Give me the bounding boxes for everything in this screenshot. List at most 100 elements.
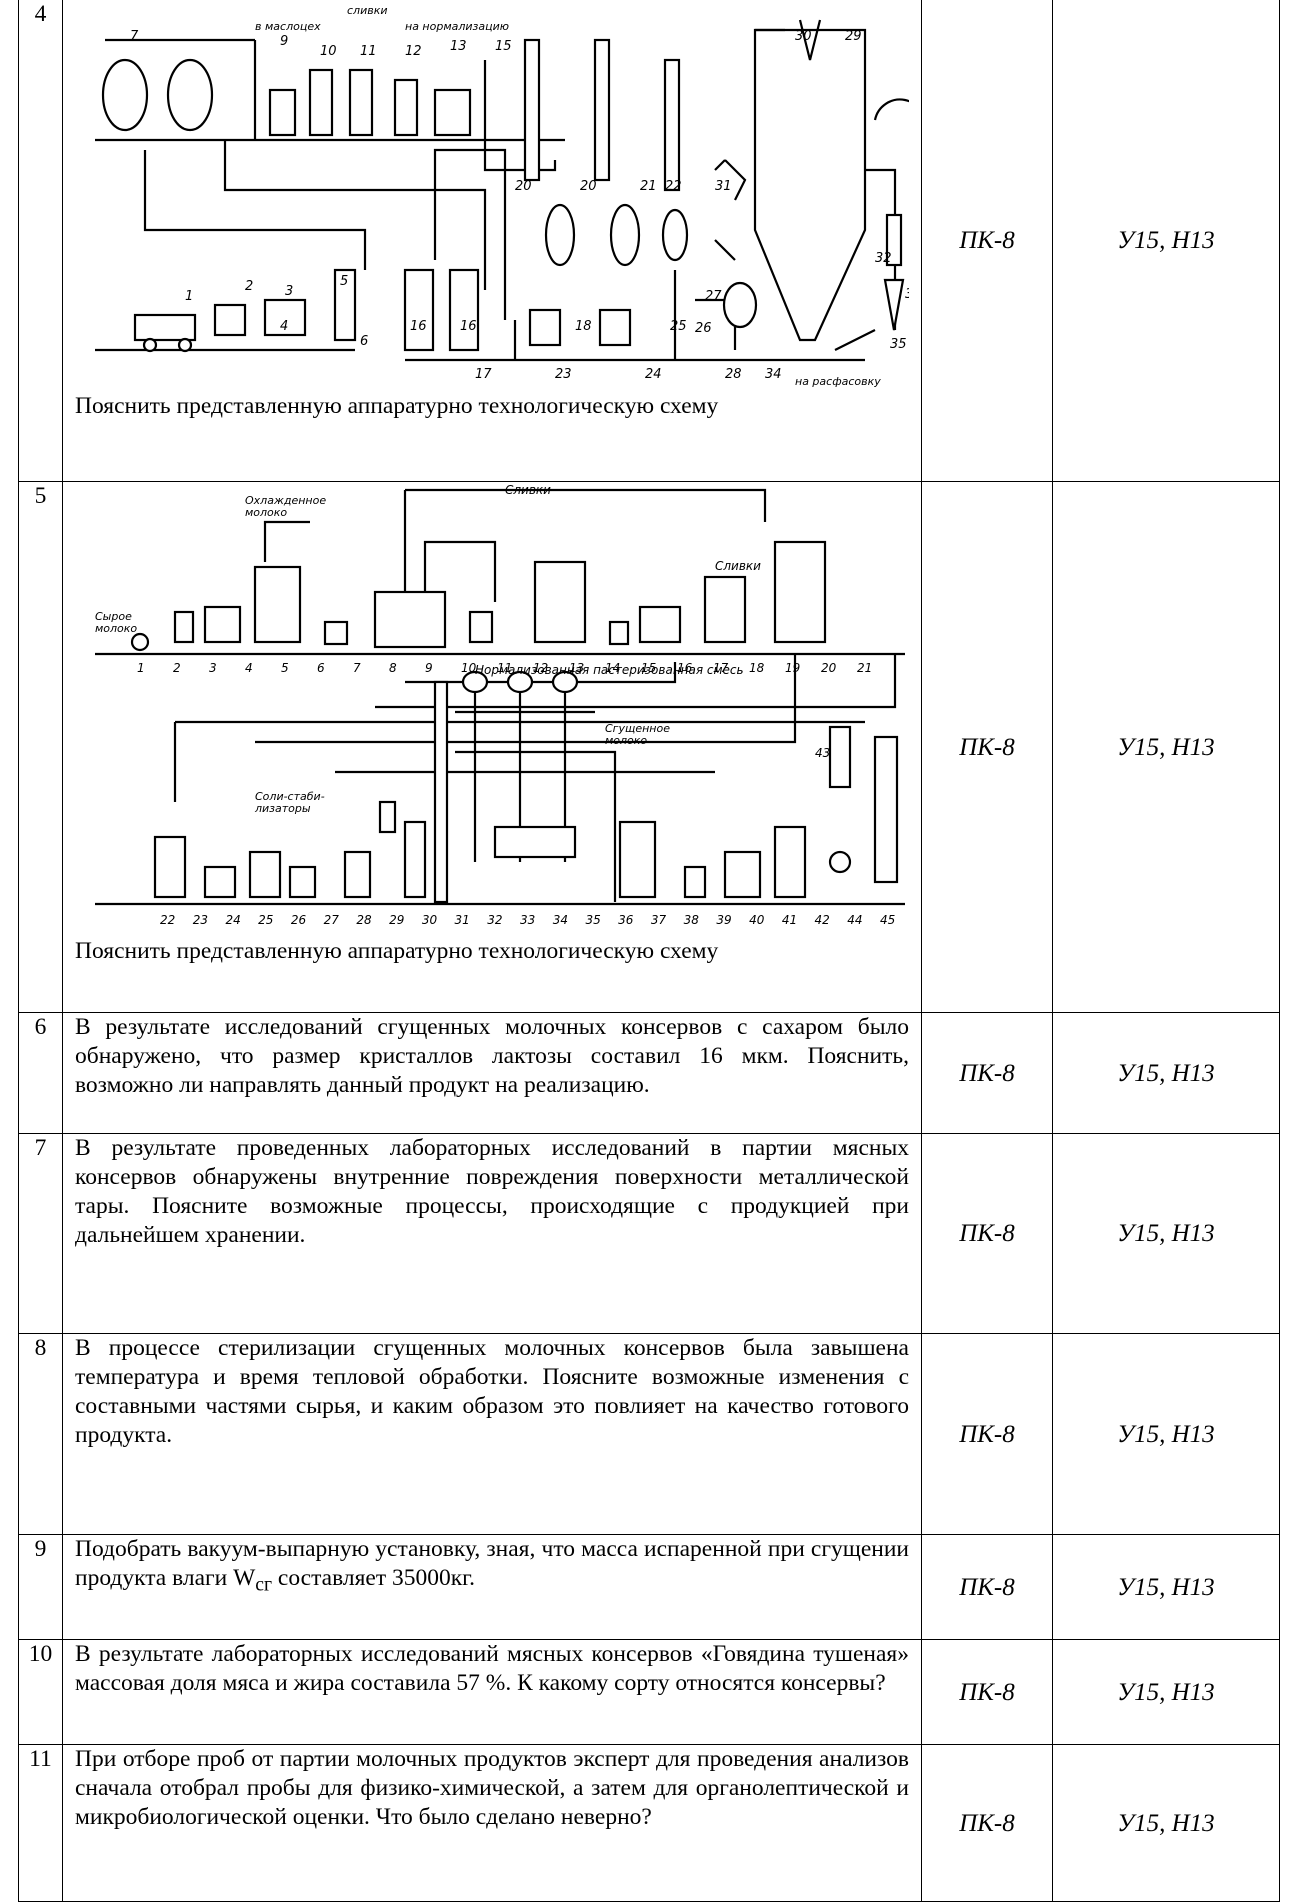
diagram: в маслоцех сливки на нормализацию на рас… bbox=[95, 4, 909, 388]
diagram-number: 12 bbox=[533, 661, 548, 675]
diagram-number: 16 bbox=[410, 319, 427, 334]
diagram-number: 24 bbox=[225, 913, 240, 927]
diagram-number: 20 bbox=[515, 179, 532, 194]
row-number: 5 bbox=[18, 481, 63, 1013]
task-cell: Сливки Сливки Нормализованная пастеризов… bbox=[62, 481, 922, 1013]
diagram-number: 30 bbox=[422, 913, 438, 927]
indicators: У15, Н13 bbox=[1052, 1534, 1280, 1640]
caption: Пояснить представленную аппаратурно техн… bbox=[75, 393, 719, 419]
competence: ПК-8 bbox=[921, 1133, 1053, 1334]
diagram-number: 22 bbox=[665, 179, 682, 194]
task-text: Подобрать вакуум-выпарную установку, зна… bbox=[62, 1534, 922, 1640]
diagram-number: 18 bbox=[575, 319, 592, 334]
task-cell: в маслоцех сливки на нормализацию на рас… bbox=[62, 0, 922, 482]
row: 5 Сливки Сливки Нормализованная пастериз… bbox=[18, 481, 1280, 1013]
diagram-label: Охлажденное bbox=[245, 494, 326, 507]
diagram-number: 13 bbox=[450, 39, 467, 54]
diagram-number: 31 bbox=[455, 913, 470, 927]
diagram-number: 20 bbox=[821, 661, 837, 675]
diagram-number: 13 bbox=[569, 661, 584, 675]
text-part: составляет 35000кг. bbox=[272, 1565, 476, 1591]
diagram-number: 28 bbox=[356, 913, 372, 927]
row-number: 10 bbox=[18, 1639, 63, 1745]
diagram-number: 38 bbox=[684, 913, 700, 927]
diagram-number: 34 bbox=[765, 367, 782, 382]
diagram-label: на расфасовку bbox=[795, 375, 881, 388]
diagram-number: 3 bbox=[209, 661, 217, 675]
competence: ПК-8 bbox=[921, 1639, 1053, 1745]
indicators: У15, Н13 bbox=[1052, 481, 1280, 1013]
diagram-number: 34 bbox=[553, 913, 568, 927]
diagram-number: 30 bbox=[795, 29, 812, 44]
diagram-number: 7 bbox=[353, 661, 361, 675]
diagram-number: 15 bbox=[641, 661, 656, 675]
diagram-number: 24 bbox=[645, 367, 662, 382]
diagram-label: Сырое bbox=[95, 610, 132, 623]
diagram-number: 11 bbox=[497, 661, 512, 675]
diagram-number: 2 bbox=[173, 661, 181, 675]
diagram-number: 33 bbox=[520, 913, 535, 927]
row-number: 6 bbox=[18, 1012, 63, 1134]
diagram-number: 9 bbox=[425, 661, 433, 675]
diagram-number: 17 bbox=[713, 661, 729, 675]
diagram-number: 9 bbox=[280, 34, 288, 49]
diagram-label: лизаторы bbox=[254, 802, 311, 815]
row: 11 При отборе проб от партии молочных про… bbox=[18, 1744, 1280, 1902]
diagram-number: 4 bbox=[280, 319, 288, 334]
diagram-number: 28 bbox=[725, 367, 742, 382]
diagram-number: 18 bbox=[749, 661, 765, 675]
diagram-number: 27 bbox=[324, 913, 340, 927]
diagram-number: 6 bbox=[360, 334, 368, 349]
diagram-number: 3 bbox=[285, 284, 293, 299]
diagram-label: Сливки bbox=[715, 559, 761, 573]
diagram-number: 25 bbox=[670, 319, 687, 334]
diagram-number: 16 bbox=[677, 661, 693, 675]
diagram-number: 5 bbox=[281, 661, 289, 675]
diagram-number: 10 bbox=[320, 44, 337, 59]
row: 10 В результате лабораторных исследований… bbox=[18, 1639, 1280, 1745]
competence: ПК-8 bbox=[921, 1333, 1053, 1535]
diagram-label: Сгущенное bbox=[605, 722, 670, 735]
indicators: У15, Н13 bbox=[1052, 1639, 1280, 1745]
diagram-label: Нормализованная пастеризованная смесь bbox=[475, 663, 744, 677]
diagram-number: 17 bbox=[475, 367, 492, 382]
competence: ПК-8 bbox=[921, 1534, 1053, 1640]
row-number: 4 bbox=[18, 0, 63, 482]
caption: Пояснить представленную аппаратурно техн… bbox=[75, 938, 719, 964]
text-part: Подобрать вакуум-выпарную установку, зна… bbox=[75, 1536, 909, 1591]
diagram-number: 35 bbox=[890, 337, 907, 352]
diagram-drawing bbox=[95, 488, 905, 906]
indicators: У15, Н13 bbox=[1052, 1333, 1280, 1535]
task-text: В процессе стерилизации сгущенных молочн… bbox=[62, 1333, 922, 1535]
diagram-number: 4 bbox=[245, 661, 253, 675]
task-text: При отборе проб от партии молочных проду… bbox=[62, 1744, 922, 1902]
diagram-number: 10 bbox=[461, 661, 477, 675]
diagram-number: 23 bbox=[555, 367, 572, 382]
competence: ПК-8 bbox=[921, 481, 1053, 1013]
diagram-number: 6 bbox=[317, 661, 325, 675]
diagram-number: 31 bbox=[715, 179, 732, 194]
diagram-number: 21 bbox=[640, 179, 657, 194]
diagram-number: 29 bbox=[845, 29, 862, 44]
diagram-number: 21 bbox=[857, 661, 872, 675]
diagram-number: 32 bbox=[875, 251, 892, 266]
diagram-number: 20 bbox=[580, 179, 597, 194]
task-table: 4 в маслоцех сливки на нормализацию на р… bbox=[18, 0, 1280, 1902]
diagram-number: 16 bbox=[460, 319, 477, 334]
task-text: В результате проведенных лабораторных ис… bbox=[62, 1133, 922, 1334]
diagram-number: 35 bbox=[585, 913, 600, 927]
indicators: У15, Н13 bbox=[1052, 1744, 1280, 1902]
diagram: Сливки Сливки Нормализованная пастеризов… bbox=[95, 483, 905, 927]
diagram-number: 1 bbox=[185, 289, 193, 304]
diagram-label: Соли-стаби- bbox=[255, 790, 325, 803]
row: 4 в маслоцех сливки на нормализацию на р… bbox=[18, 0, 1280, 482]
diagram-number: 7 bbox=[130, 29, 139, 44]
diagram-number: 26 bbox=[695, 321, 712, 336]
diagram-label: в маслоцех bbox=[255, 20, 321, 33]
diagram-number: 12 bbox=[405, 44, 422, 59]
diagram-number: 45 bbox=[880, 913, 895, 927]
diagram-number: 2 bbox=[245, 279, 253, 294]
